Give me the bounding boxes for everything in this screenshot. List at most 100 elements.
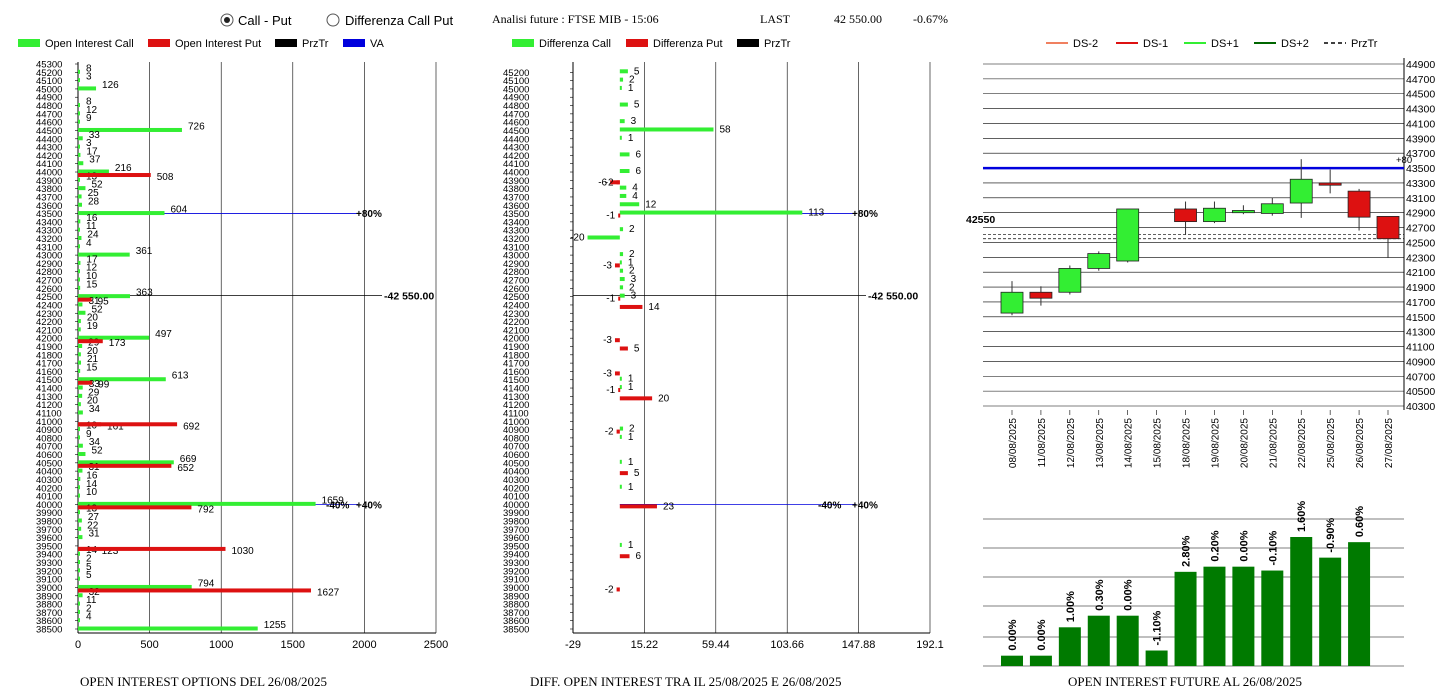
opt-call-bar [78, 327, 81, 332]
opt-call-bar [78, 352, 81, 357]
legend-oi-call: Open Interest Call [45, 38, 134, 50]
opt-call-label: 8 [86, 63, 92, 74]
opt-call-label: 52 [91, 304, 103, 315]
opt-call-bar [78, 103, 80, 108]
opt-call-bar [78, 211, 165, 216]
diff-call-bar [619, 202, 640, 207]
opt-call-bar [78, 485, 81, 490]
candle-y-tick: 40900 [1406, 356, 1435, 368]
opt-strike-label: 44700 [36, 109, 62, 120]
opt-strike-label: 45300 [36, 60, 62, 71]
opt-call-bar [78, 377, 166, 382]
opt-strike-label: 43400 [36, 217, 62, 228]
diff-call-label: 3 [631, 291, 637, 302]
opt-put-bar [78, 297, 92, 302]
fut-bar [1145, 650, 1168, 666]
diff-put-label: 20 [658, 393, 670, 404]
diff-put-bar [616, 429, 620, 434]
diff-call-label: 4 [632, 191, 638, 202]
opt-call-bar [78, 119, 80, 124]
diff-call-bar [619, 169, 630, 174]
opt-call-bar [78, 618, 80, 623]
diff-strike-label: 40800 [503, 433, 529, 444]
fut-bar-label: 0.00% [1007, 619, 1019, 650]
opt-strike-label: 44600 [36, 118, 62, 129]
diff-call-bar [619, 285, 624, 290]
candle-date-label: 19/08/2025 [1210, 418, 1221, 468]
opt-strike-label: 39600 [36, 533, 62, 544]
opt-call-bar [78, 460, 174, 465]
diff-strike-label: 42300 [503, 309, 529, 320]
fut-bar [1290, 537, 1313, 666]
diff-strike-label: 42900 [503, 259, 529, 270]
opt-call-bar [78, 202, 83, 207]
diff-call-bar [619, 385, 622, 390]
opt-strike-label: 43800 [36, 184, 62, 195]
diff-strike-label: 39600 [503, 533, 529, 544]
opt-call-label: 31 [88, 529, 100, 540]
opt-call-bar [78, 576, 80, 581]
opt-call-label: 14 [86, 479, 98, 490]
diff-put-label: -6 [598, 177, 607, 188]
diff-call-label: 3 [631, 116, 637, 127]
candle-body [1260, 203, 1284, 214]
opt-call-label: 15 [86, 279, 98, 290]
opt-strike-label: 43200 [36, 234, 62, 245]
diff-strike-label: 38600 [503, 616, 529, 627]
opt-call-label: 27 [88, 512, 100, 523]
candle-y-tick: 44700 [1406, 74, 1435, 86]
options-oi-chart: 0 500 1000 1500 2000 2500 45300452004510045000… [36, 60, 448, 652]
candle-date-label: 27/08/2025 [1384, 418, 1395, 468]
opt-call-label: 25 [88, 188, 100, 199]
opt-put-label: 692 [183, 421, 200, 432]
opt-call-bar [78, 78, 80, 83]
opt-call-label: 17 [86, 254, 98, 265]
candle-y-tick: 40500 [1406, 386, 1435, 398]
diff-put-label: -1 [606, 294, 615, 305]
fut-bar-label: -1.10% [1152, 610, 1164, 645]
opt-call-label: 5 [86, 562, 92, 573]
opt-call-bar [78, 277, 80, 282]
opt-put-bar [78, 463, 172, 468]
opt-call-label: 1659 [322, 495, 345, 506]
diff-strike-label: 45100 [503, 76, 529, 87]
opt-call-label: 613 [172, 371, 189, 382]
opt-call-bar [78, 593, 83, 598]
opt-call-label: 361 [136, 246, 153, 257]
opt-call-bar [78, 560, 80, 565]
candle-y-tick: 41300 [1406, 327, 1435, 339]
candle-extra-label: +80 [1396, 155, 1412, 166]
opt-call-label: 34 [89, 404, 101, 415]
opt-strike-label: 40000 [36, 500, 62, 511]
candle-date-label: 12/08/2025 [1066, 418, 1077, 468]
candle-y-tick: 42100 [1406, 267, 1435, 279]
diff-call-bar [619, 127, 714, 132]
candle-date-label: 08/08/2025 [1008, 418, 1019, 468]
opt-call-bar [78, 501, 316, 506]
opt-call-label: 28 [88, 196, 100, 207]
diff-put-label: 23 [663, 501, 675, 512]
diff-strike-label: 38900 [503, 591, 529, 602]
opt-strike-label: 44300 [36, 143, 62, 154]
opt-put-bar [78, 380, 93, 385]
opt-strike-label: 44900 [36, 93, 62, 104]
diff-put-bar [614, 263, 620, 268]
diff-call-bar [619, 459, 622, 464]
legend-diff-put: Differenza Put [653, 38, 723, 50]
opt-strike-label: 42500 [36, 292, 62, 303]
diff-x-tick: 192.1 [916, 639, 944, 651]
opt-strike-label: 41000 [36, 417, 62, 428]
diff-call-label: 1 [628, 374, 634, 385]
opt-call-label: 5 [86, 570, 92, 581]
legend-ds-1: DS-1 [1143, 38, 1168, 50]
radio-call-put[interactable]: Call - Put [220, 13, 292, 28]
opt-call-bar [78, 360, 82, 365]
diff-strike-label: 43300 [503, 226, 529, 237]
opt-call-bar [78, 601, 80, 606]
fut-bar [1116, 615, 1139, 666]
opt-call-bar [78, 136, 83, 141]
opt-strike-label: 39400 [36, 550, 62, 561]
opt-call-label: 21 [87, 354, 99, 365]
radio-differenza[interactable]: Differenza Call Put [326, 13, 454, 28]
